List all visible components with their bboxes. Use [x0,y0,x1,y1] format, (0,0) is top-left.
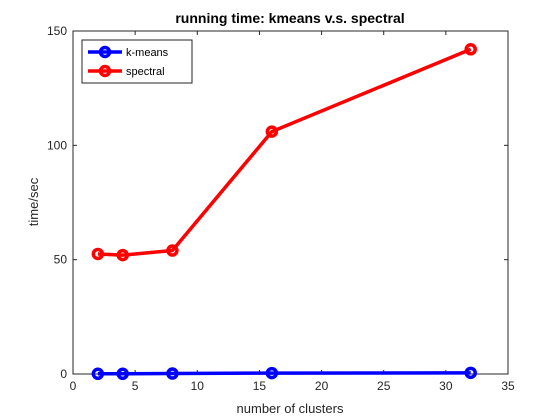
legend-box [81,39,193,84]
data-point-k-means [116,367,129,381]
data-point-spectral [91,247,105,261]
x-tick-label: 30 [439,379,453,393]
data-point-k-means [166,367,179,380]
data-point-k-means [265,366,279,380]
legend-label-k-means: k-means [126,47,169,59]
legend: k-means spectral [81,39,193,84]
series-line-k-means [97,371,471,376]
y-tick-label: 150 [47,24,67,38]
series-line-spectral [97,47,472,257]
y-axis: 0 50 100 150 [47,24,508,381]
x-axis-label: number of clusters [237,401,344,416]
data-point-spectral [166,244,179,257]
y-axis-label: time/sec [26,177,41,226]
x-tick-label: 20 [315,379,329,393]
x-tick-label: 35 [501,379,515,393]
x-tick-label: 15 [253,379,267,393]
x-tick-label: 5 [132,379,139,393]
x-tick-label: 0 [70,379,77,393]
legend-marker-spectral [98,64,112,78]
chart-title: running time: kmeans v.s. spectral [175,10,404,26]
legend-label-spectral: spectral [126,66,165,78]
x-axis: 0 5 10 15 20 25 30 35 [70,31,515,393]
data-point-spectral [265,125,279,138]
x-tick-label: 10 [191,379,205,393]
legend-marker-k-means [98,45,112,59]
y-tick-label: 0 [60,367,67,381]
data-point-spectral [116,248,129,262]
y-tick-label: 50 [54,253,68,267]
data-point-k-means [91,367,105,381]
data-point-k-means [464,366,477,380]
x-tick-label: 25 [377,379,391,393]
plot-area [72,30,509,375]
y-tick-label: 100 [47,138,67,152]
series-layer [91,43,477,381]
data-point-spectral [464,43,477,56]
